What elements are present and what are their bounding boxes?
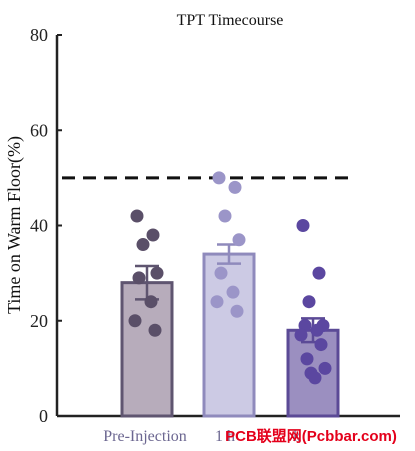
data-point (318, 361, 332, 375)
data-point (300, 352, 314, 366)
data-point (294, 328, 308, 342)
y-tick-label: 80 (30, 25, 48, 45)
plot-area: 0 20 40 60 80 Pre-Injection 1 h k (30, 25, 400, 445)
data-point (232, 233, 246, 247)
data-point (218, 209, 232, 223)
data-point (210, 295, 224, 309)
data-point (312, 266, 326, 280)
data-point (314, 338, 328, 352)
watermark: PCB联盟网(Pcbbar.com) (225, 428, 397, 445)
data-point (214, 266, 228, 280)
x-tick-label: k (293, 428, 301, 445)
data-point (226, 285, 240, 299)
x-tick-label: Pre-Injection (103, 428, 187, 445)
chart-title: TPT Timecourse (177, 12, 284, 29)
y-tick-label: 40 (30, 216, 48, 236)
bar (202, 252, 256, 418)
y-tick-label: 20 (30, 311, 48, 331)
y-tick-label: 0 (39, 406, 48, 426)
y-tick-label: 60 (30, 120, 48, 140)
data-point (128, 314, 142, 328)
data-point (228, 180, 242, 194)
data-point (212, 171, 226, 185)
data-point (150, 266, 164, 280)
data-point (230, 304, 244, 318)
data-point (130, 209, 144, 223)
data-point (310, 323, 324, 337)
y-axis-title: Time on Warm Floor(%) (4, 136, 25, 314)
data-point (136, 238, 150, 252)
data-point (146, 228, 160, 242)
data-point (308, 371, 322, 385)
data-point (132, 271, 146, 285)
x-tick-label: 1 h (215, 428, 235, 445)
data-point (296, 219, 310, 232)
data-point (144, 295, 158, 309)
data-point (302, 295, 316, 309)
data-point (148, 323, 162, 337)
